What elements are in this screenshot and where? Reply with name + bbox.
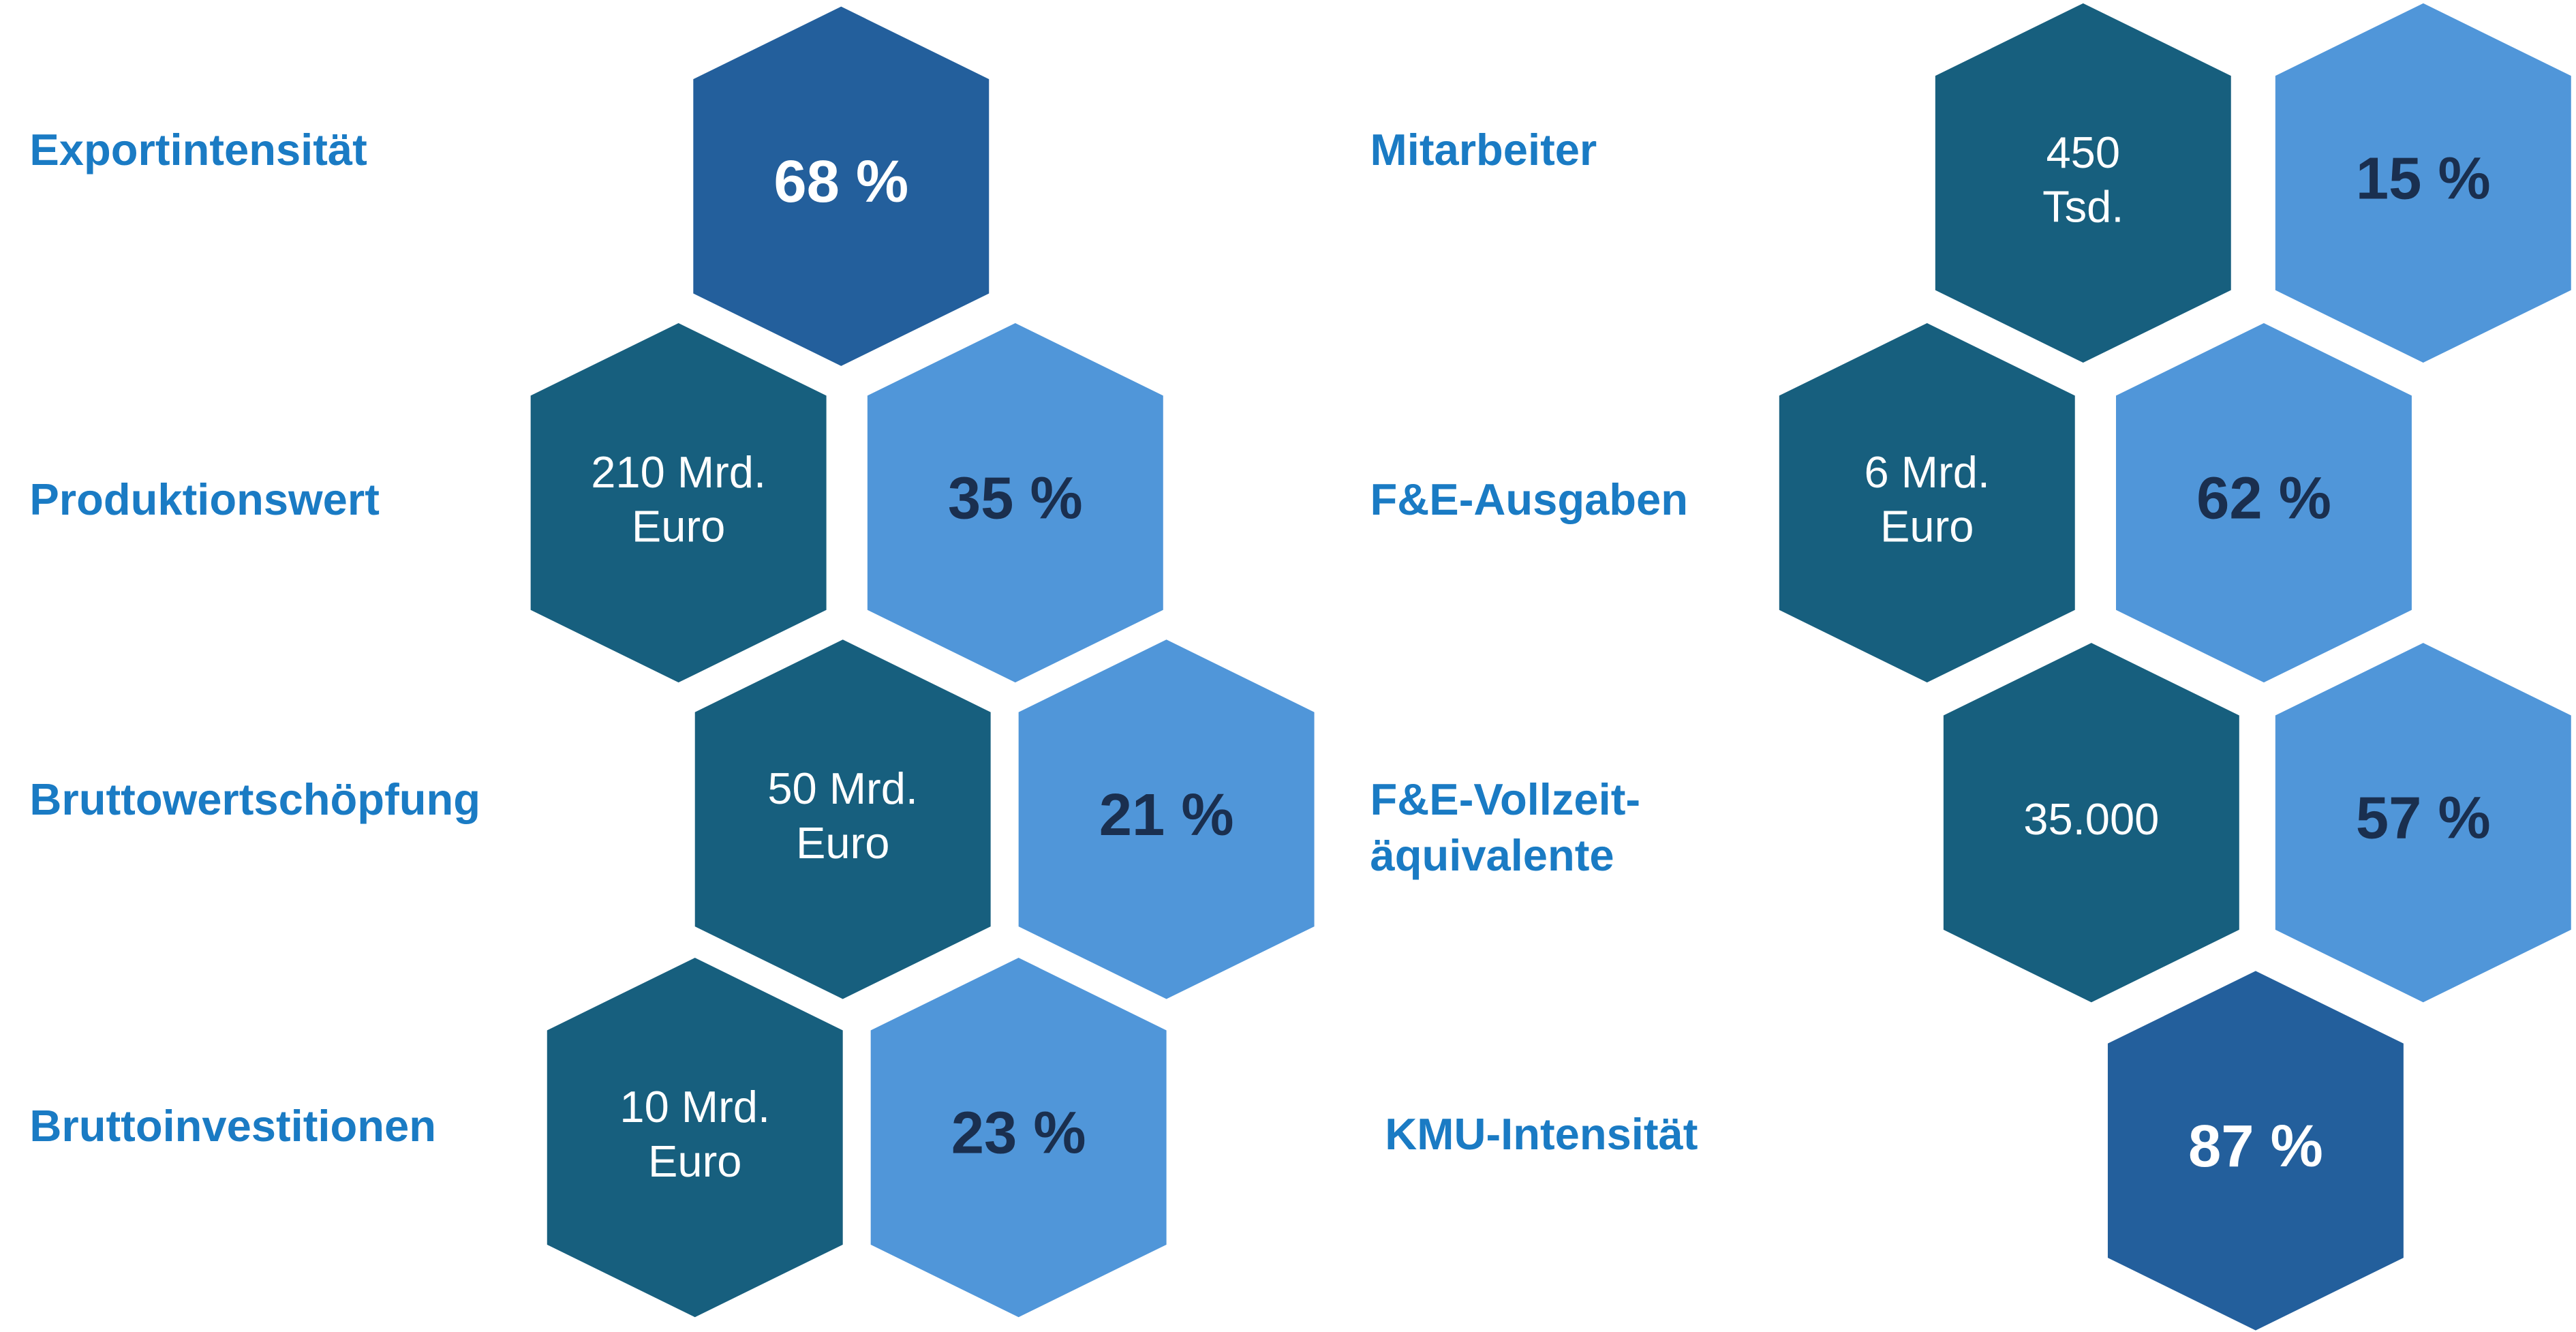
hexagon bbox=[2107, 971, 2404, 1331]
hex-value: 57 % bbox=[2356, 785, 2491, 851]
row-label: Bruttowertschöpfung bbox=[29, 774, 480, 824]
row-label: F&E-Vollzeit- bbox=[1370, 774, 1641, 824]
hex-value: Euro bbox=[648, 1136, 741, 1186]
hexagon bbox=[2275, 643, 2571, 1003]
hex-value: 6 Mrd. bbox=[1865, 447, 1990, 497]
hexagon bbox=[2116, 322, 2412, 683]
hex-value: 21 % bbox=[1099, 782, 1234, 848]
hexagon bbox=[547, 958, 843, 1318]
hex-value: 68 % bbox=[773, 149, 908, 215]
hex-value: 62 % bbox=[2196, 465, 2331, 531]
hexagon bbox=[694, 639, 991, 999]
hexagon bbox=[2275, 3, 2571, 363]
row-label: Produktionswert bbox=[29, 474, 380, 524]
hex-value: 35.000 bbox=[2023, 794, 2159, 844]
row-label: F&E-Ausgaben bbox=[1370, 474, 1688, 524]
hex-value: 15 % bbox=[2356, 145, 2491, 211]
row-label: Exportintensität bbox=[29, 125, 367, 175]
row-label: KMU-Intensität bbox=[1385, 1109, 1698, 1159]
hex-value: 10 Mrd. bbox=[619, 1082, 770, 1132]
hex-value: Euro bbox=[632, 502, 725, 551]
hexagon bbox=[1935, 3, 2231, 363]
hexagon bbox=[693, 6, 990, 366]
hex-value: Euro bbox=[1880, 502, 1974, 551]
hex-value: 87 % bbox=[2188, 1113, 2323, 1179]
hex-value: 210 Mrd. bbox=[591, 447, 766, 497]
hexagon bbox=[1779, 322, 2075, 683]
row-label: äquivalente bbox=[1370, 830, 1614, 880]
hexagon bbox=[867, 322, 1163, 683]
hex-value: 50 Mrd. bbox=[767, 763, 918, 813]
row-label: Mitarbeiter bbox=[1370, 125, 1597, 175]
hex-value: 35 % bbox=[948, 465, 1083, 531]
row-label: Bruttoinvestitionen bbox=[29, 1101, 436, 1151]
hexagon bbox=[1018, 639, 1315, 999]
hex-value: Euro bbox=[796, 818, 889, 868]
hexagon bbox=[870, 958, 1167, 1318]
hex-value: 23 % bbox=[951, 1100, 1086, 1166]
hexagon bbox=[530, 322, 827, 683]
hex-value: 450 bbox=[2046, 127, 2120, 177]
hexagon bbox=[1943, 643, 2239, 1003]
hex-value: Tsd. bbox=[2042, 181, 2123, 231]
